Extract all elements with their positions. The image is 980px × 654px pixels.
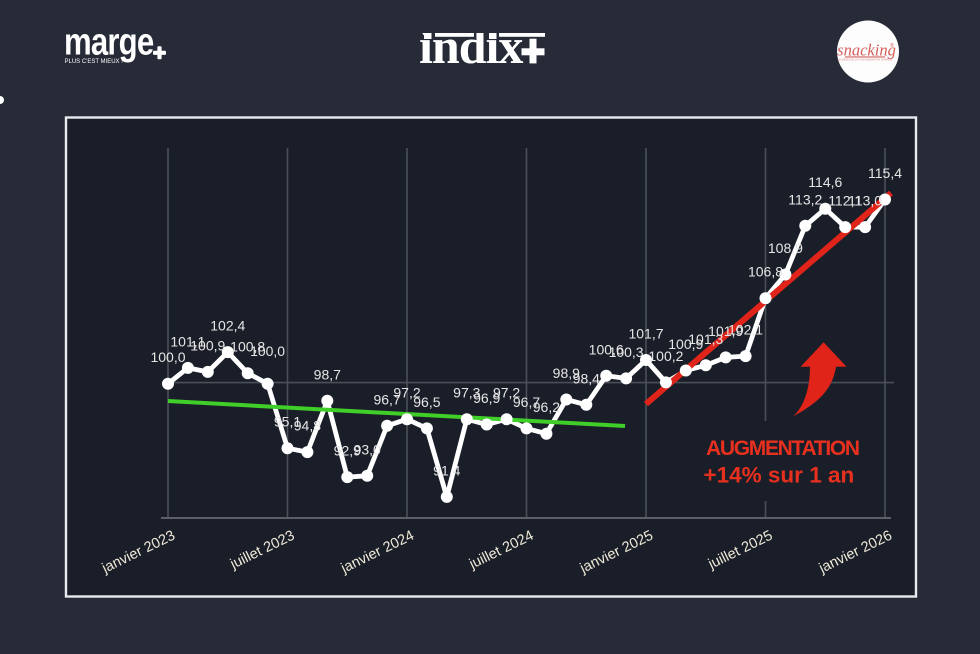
svg-text:100,2: 100,2 <box>648 348 683 364</box>
svg-text:100,0: 100,0 <box>150 349 185 365</box>
svg-text:96,7: 96,7 <box>373 391 400 407</box>
svg-text:100,0: 100,0 <box>250 343 285 359</box>
svg-text:100,9: 100,9 <box>190 337 225 353</box>
svg-text:98,9: 98,9 <box>553 365 580 381</box>
svg-text:101,9: 101,9 <box>708 323 743 339</box>
svg-text:AUGMENTATION: AUGMENTATION <box>706 437 859 460</box>
svg-text:®: ® <box>890 42 894 49</box>
svg-text:113,0: 113,0 <box>848 193 882 209</box>
svg-text:98,7: 98,7 <box>314 366 341 382</box>
svg-text:LE MEDIA DE LA CONSOMMATION NO: LE MEDIA DE LA CONSOMMATION NOMADE <box>838 57 893 61</box>
svg-text:100,8: 100,8 <box>230 339 265 355</box>
svg-text:96,2: 96,2 <box>533 399 560 415</box>
svg-text:101,7: 101,7 <box>628 326 663 342</box>
svg-text:108,9: 108,9 <box>768 240 803 256</box>
svg-text:102,1: 102,1 <box>728 322 763 338</box>
svg-text:93,0: 93,0 <box>354 441 381 457</box>
svg-text:113,2: 113,2 <box>788 191 822 207</box>
svg-text:115,4: 115,4 <box>868 165 902 181</box>
svg-text:+14% sur 1 an: +14% sur 1 an <box>704 463 855 488</box>
svg-text:96,9: 96,9 <box>473 390 500 406</box>
svg-text:101,1: 101,1 <box>170 333 205 349</box>
svg-text:112,1: 112,1 <box>828 193 862 209</box>
svg-text:101,3: 101,3 <box>688 331 723 347</box>
svg-text:106,8: 106,8 <box>748 264 783 280</box>
svg-text:97,2: 97,2 <box>393 385 420 401</box>
svg-text:97,3: 97,3 <box>453 385 480 401</box>
svg-text:snacking: snacking <box>837 40 896 59</box>
svg-text:100,9: 100,9 <box>668 336 703 352</box>
svg-text:100,6: 100,6 <box>589 341 624 357</box>
svg-text:PLUS C'EST MIEUX !: PLUS C'EST MIEUX ! <box>65 59 124 65</box>
svg-text:92,9: 92,9 <box>334 443 361 459</box>
svg-text:marge: marge <box>64 21 154 63</box>
svg-text:97,2: 97,2 <box>493 385 520 401</box>
svg-text:94,8: 94,8 <box>294 418 321 434</box>
svg-text:96,5: 96,5 <box>413 394 440 410</box>
svg-text:102,4: 102,4 <box>210 318 245 334</box>
svg-text:95,1: 95,1 <box>274 414 301 430</box>
svg-text:91,4: 91,4 <box>433 462 460 478</box>
svg-text:96,7: 96,7 <box>513 394 540 410</box>
svg-text:100,3: 100,3 <box>609 344 644 360</box>
svg-text:114,6: 114,6 <box>808 174 842 190</box>
svg-text:98,4: 98,4 <box>573 370 600 386</box>
